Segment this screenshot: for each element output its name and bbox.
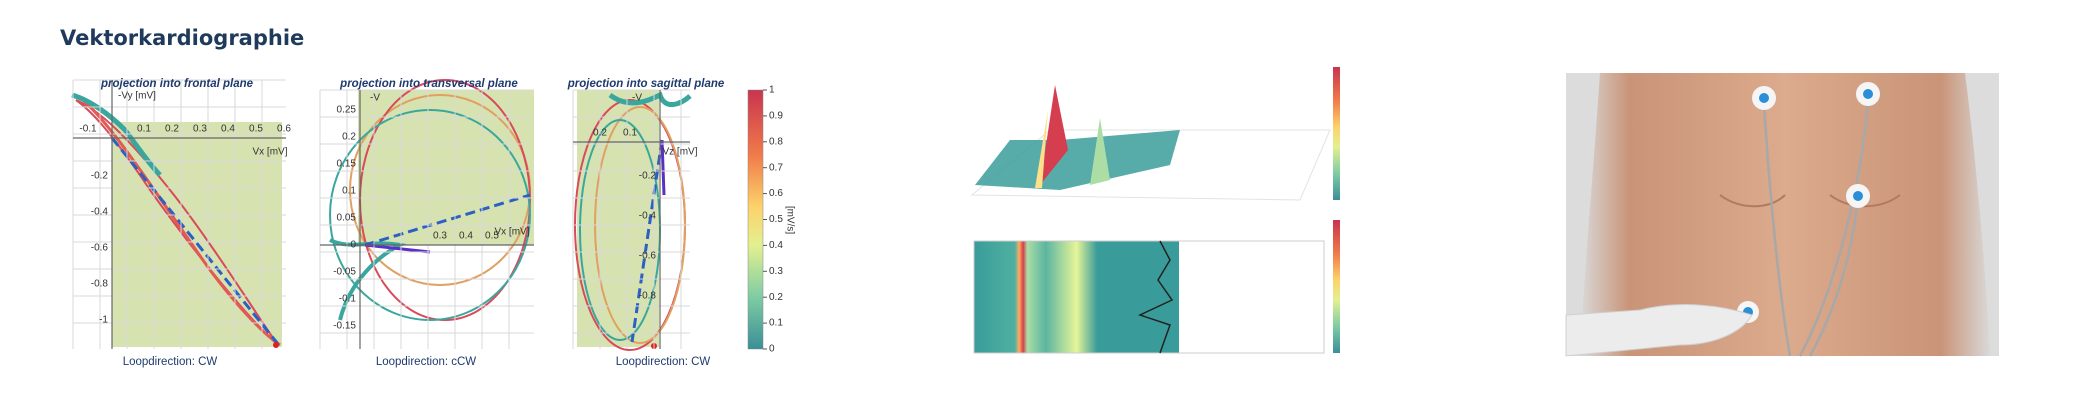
surface (975, 130, 1180, 190)
loop-curve (329, 109, 531, 321)
x-tick-label: 0.1 (137, 124, 151, 135)
x-tick-label: 0.5 (485, 231, 499, 242)
chest-shading (1719, 194, 1901, 208)
photo (1565, 73, 1999, 357)
colorbar-tick-label: 0.5 (769, 214, 783, 225)
electrode-center (1759, 93, 1769, 103)
colorbar-tick-label: 0.7 (769, 162, 783, 173)
x-tick-label: 0.4 (221, 124, 235, 135)
x-axis-label: Vz [mV] (662, 147, 697, 158)
surface-peak (1090, 118, 1110, 185)
plot-title: projection into frontal plane (100, 78, 254, 90)
y-tick-label: -0.2 (639, 171, 657, 182)
colorbar-label: [mV/s] (784, 206, 795, 235)
end-marker (273, 342, 279, 348)
vector (660, 139, 666, 196)
loop-direction: Loopdirection: CW (616, 356, 711, 368)
surface-peak (1035, 110, 1048, 188)
section-title: Vektorkardiographie (60, 26, 305, 50)
gloved-hand (1565, 304, 1753, 357)
plot-title: projection into sagittal plane (567, 78, 725, 90)
y-tick-label: -0.8 (639, 291, 657, 302)
x-tick-label: 0.2 (165, 124, 179, 135)
y-tick-label: -0.8 (91, 279, 109, 290)
y-tick-label: -0.05 (333, 267, 356, 278)
colorbar (1333, 220, 1340, 353)
x-axis-label: Vx [mV] (494, 227, 529, 238)
surface-plot-image (970, 67, 1340, 354)
y-tick-label: 0.1 (342, 186, 356, 197)
x-tick-label: 0.3 (433, 231, 447, 242)
y-tick-label: -0.1 (339, 294, 357, 305)
trace (1137, 240, 1174, 354)
torso (1580, 73, 1990, 356)
colorbar-tick-label: 0.4 (769, 240, 783, 251)
x-tick-label: 0.4 (459, 231, 473, 242)
surface-peak (1040, 85, 1068, 185)
x-axis-label: Vx [mV] (252, 147, 287, 158)
y-axis-label: -V (632, 93, 642, 104)
frontal-plot (71, 92, 282, 348)
y-tick-label: -0.15 (333, 321, 356, 332)
colorbar-tick-label: 0.6 (769, 188, 783, 199)
y-tick-label: 0.15 (337, 159, 357, 170)
y-tick-label: -0.2 (91, 171, 109, 182)
loop-direction: Loopdirection: cCW (376, 356, 476, 368)
mean-vector (364, 193, 531, 247)
loop-curve (77, 94, 281, 347)
y-tick-label: 0.2 (342, 132, 356, 143)
x-tick-label: -0.1 (79, 124, 97, 135)
x-tick-label: 0.3 (193, 124, 207, 135)
y-tick-label: 0 (350, 240, 356, 251)
electrode-center (1863, 89, 1873, 99)
colorbar-tick-label: 0.3 (769, 266, 783, 277)
colorbar-tick-label: 0.1 (769, 318, 783, 329)
x-tick-label: 0.1 (623, 128, 637, 139)
y-axis-label: -V (370, 93, 380, 104)
y-tick-label: -0.4 (639, 211, 657, 222)
colorbar-tick-label: 0.2 (769, 292, 783, 303)
colorbar-tick-label: 0 (769, 344, 775, 355)
mean-vector (630, 139, 664, 343)
transversal-plot (329, 79, 534, 321)
x-tick-label: 0.2 (593, 128, 607, 139)
colorbar-tick-label: 0.9 (769, 111, 783, 122)
plot-title: projection into transversal plane (339, 78, 518, 90)
colorbar-tick-label: 0.8 (769, 136, 783, 147)
y-tick-label: -0.6 (639, 251, 657, 262)
colorbar-tick-label: 1 (769, 85, 775, 96)
loop-curve (71, 92, 162, 177)
y-axis-label: -Vy [mV] (118, 91, 156, 102)
y-tick-label: 0.05 (337, 213, 357, 224)
y-tick-label: -0.6 (91, 243, 109, 254)
y-tick-label: -0.4 (91, 207, 109, 218)
vector (364, 243, 431, 254)
x-tick-label: 0.5 (249, 124, 263, 135)
wire (1762, 99, 1870, 357)
colorbar (747, 89, 764, 350)
heatmap (974, 241, 1179, 353)
y-tick-label: -1 (99, 315, 108, 326)
colorbar (1333, 67, 1340, 200)
heatmap-frame (973, 240, 1325, 354)
loop-direction: Loopdirection: CW (123, 356, 218, 368)
electrode-center (1853, 191, 1863, 201)
y-tick-label: 0.25 (337, 105, 357, 116)
x-tick-label: 0.6 (277, 124, 291, 135)
